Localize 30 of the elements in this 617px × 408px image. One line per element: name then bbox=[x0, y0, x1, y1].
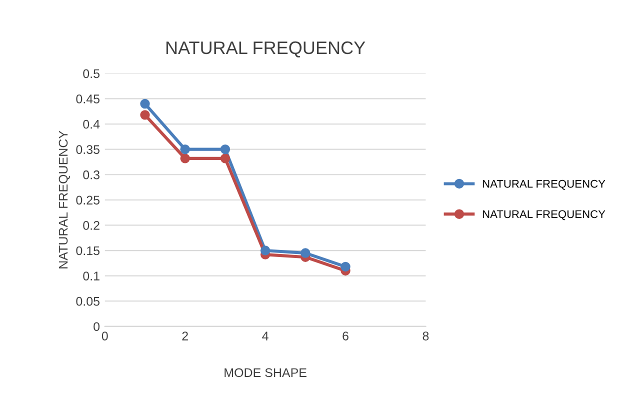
point bbox=[180, 144, 190, 154]
point bbox=[220, 144, 230, 154]
point bbox=[300, 248, 310, 258]
x-tick-label: 2 bbox=[182, 332, 188, 340]
y-tick-label: 0.35 bbox=[76, 145, 100, 154]
y-tick-label: 0.4 bbox=[83, 120, 100, 129]
x-tick-label: 8 bbox=[422, 332, 429, 340]
y-tick-label: 0.15 bbox=[76, 246, 100, 256]
y-tick-label: 0.2 bbox=[83, 221, 100, 230]
y-tick-label: 0.5 bbox=[83, 69, 100, 78]
y-tick-label: 0.1 bbox=[83, 272, 100, 280]
legend-label: NATURAL FREQUENCY bbox=[482, 210, 606, 220]
y-tick-label: 0.05 bbox=[76, 296, 100, 306]
point bbox=[260, 246, 270, 256]
x-tick-label: 0 bbox=[102, 332, 108, 340]
point bbox=[180, 154, 190, 164]
legend-label: NATURAL FREQUENCY bbox=[482, 180, 606, 190]
y-tick-label: 0.45 bbox=[76, 94, 100, 104]
y-tick-label: 0.25 bbox=[76, 196, 100, 205]
point bbox=[340, 262, 350, 272]
point bbox=[140, 98, 150, 109]
point bbox=[220, 154, 230, 164]
y-axis-title: NATURAL FREQUENCY bbox=[58, 130, 70, 268]
x-axis-title: MODE SHAPE bbox=[224, 368, 306, 378]
x-tick-label: 4 bbox=[262, 332, 268, 340]
point bbox=[140, 110, 150, 120]
x-tick-label: 6 bbox=[342, 332, 348, 340]
chart-title: NATURAL FREQUENCY bbox=[166, 41, 366, 58]
y-tick-label: 0 bbox=[94, 322, 100, 332]
y-tick-label: 0.3 bbox=[83, 170, 100, 180]
